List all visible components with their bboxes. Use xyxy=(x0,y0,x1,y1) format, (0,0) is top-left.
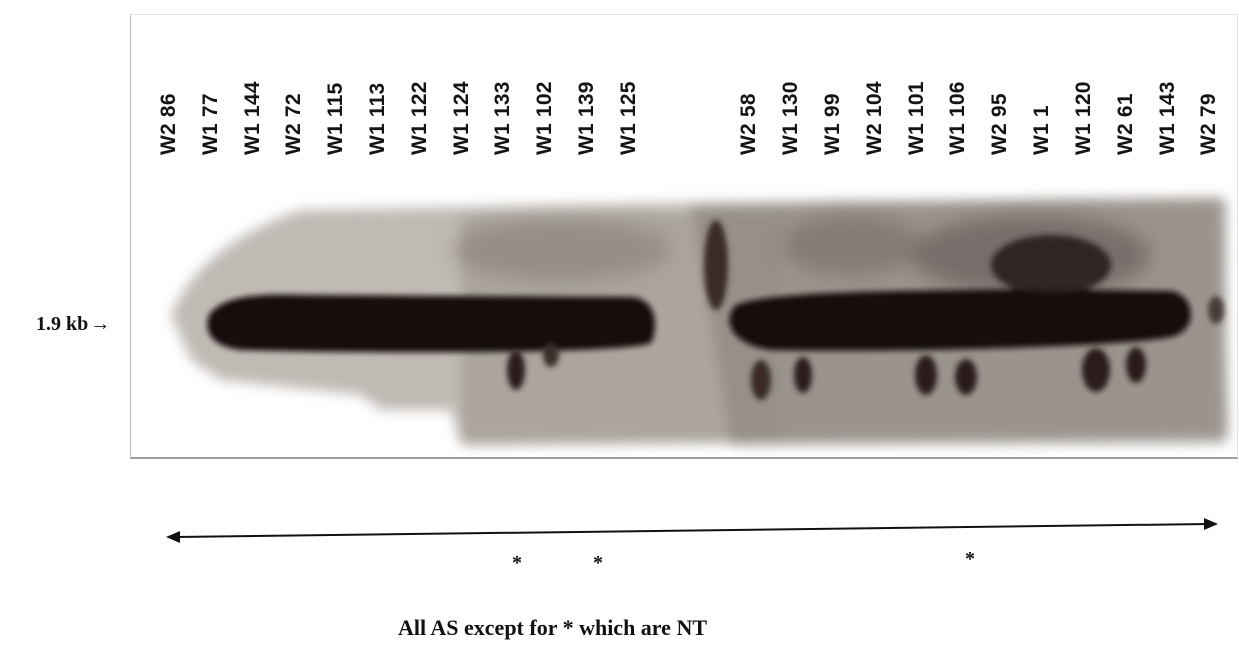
range-arrow-right-icon xyxy=(1204,518,1218,530)
asterisk-mark: * xyxy=(593,552,603,574)
asterisk-mark: * xyxy=(512,552,522,574)
asterisk-mark: * xyxy=(965,548,975,570)
band-1-9kb xyxy=(207,220,1191,353)
size-marker-label: 1.9 kb xyxy=(36,313,89,335)
size-marker-arrow-icon: → xyxy=(90,313,111,335)
blot-image xyxy=(171,197,1229,445)
figure-caption: All AS except for * which are NT xyxy=(398,615,707,640)
band-streaks xyxy=(507,296,1224,400)
range-arrow-left-icon xyxy=(166,531,180,543)
size-marker: 1.9 kb → xyxy=(36,313,110,336)
blot-image-frame xyxy=(130,14,1238,459)
